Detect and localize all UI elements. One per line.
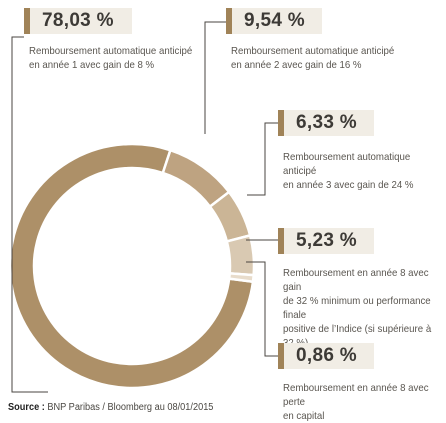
leader-line-3 [247, 122, 278, 196]
slice-5-description: Remboursement en année 8 avec perte en c… [283, 381, 433, 423]
donut-slice-5 [227, 272, 255, 284]
slice-1-value: 78,03 % [42, 10, 114, 31]
slice-3-value: 6,33 % [296, 112, 357, 133]
slice-4-value: 5,23 % [296, 230, 357, 251]
source-text: BNP Paribas / Bloomberg au 08/01/2015 [47, 402, 214, 413]
slice-5-desc-line: en capital [283, 410, 325, 422]
slice-1-desc-line: en année 1 avec gain de 8 % [29, 59, 155, 71]
source-label: Source : [8, 402, 45, 413]
donut-slice-4 [225, 233, 256, 277]
slice-5-desc-line: Remboursement en année 8 avec perte [283, 382, 429, 408]
slice-3-desc-line: Remboursement automatique anticipé [283, 151, 411, 177]
slice-5-value: 0,86 % [296, 345, 357, 366]
slice-2-value: 9,54 % [244, 10, 305, 31]
slice-2-desc-line: en année 2 avec gain de 16 % [231, 59, 362, 71]
slice-2-desc-line: Remboursement automatique anticipé [231, 45, 395, 57]
slice-1-description: Remboursement automatique anticipé en an… [29, 44, 192, 72]
leader-line-5 [246, 261, 278, 357]
slice-4-desc-line: Remboursement en année 8 avec gain [283, 267, 429, 293]
source-note: Source : BNP Paribas / Bloomberg au 08/0… [8, 402, 213, 413]
slice-label-1: 78,03 % [24, 8, 132, 34]
slice-label-5: 0,86 % [278, 343, 374, 369]
slice-label-4: 5,23 % [278, 228, 374, 254]
leader-line-2 [204, 21, 226, 134]
slice-3-description: Remboursement automatique anticipé en an… [283, 150, 433, 192]
slice-label-3: 6,33 % [278, 110, 374, 136]
donut-slices [8, 142, 256, 390]
slice-4-description: Remboursement en année 8 avec gain de 32… [283, 266, 433, 350]
donut-slice-1 [8, 142, 255, 390]
slice-2-description: Remboursement automatique anticipé en an… [231, 44, 394, 72]
slice-3-desc-line: en année 3 avec gain de 24 % [283, 179, 414, 191]
leader-lines [11, 21, 278, 393]
slice-1-desc-line: Remboursement automatique anticipé [29, 45, 193, 57]
slice-label-2: 9,54 % [226, 8, 322, 34]
leader-line-1 [11, 36, 48, 393]
slice-4-desc-line: de 32 % minimum ou performance finale [283, 295, 431, 321]
